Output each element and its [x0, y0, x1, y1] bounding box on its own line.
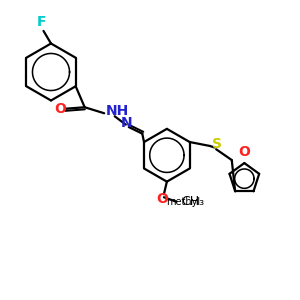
Text: S: S: [212, 137, 222, 152]
Text: O: O: [54, 102, 66, 116]
Text: O: O: [156, 192, 168, 206]
Text: CH₃: CH₃: [181, 195, 204, 208]
Text: O: O: [238, 146, 250, 159]
Text: methyl: methyl: [166, 197, 200, 207]
Text: N: N: [121, 116, 132, 130]
Text: NH: NH: [106, 104, 129, 118]
Text: F: F: [36, 14, 46, 28]
